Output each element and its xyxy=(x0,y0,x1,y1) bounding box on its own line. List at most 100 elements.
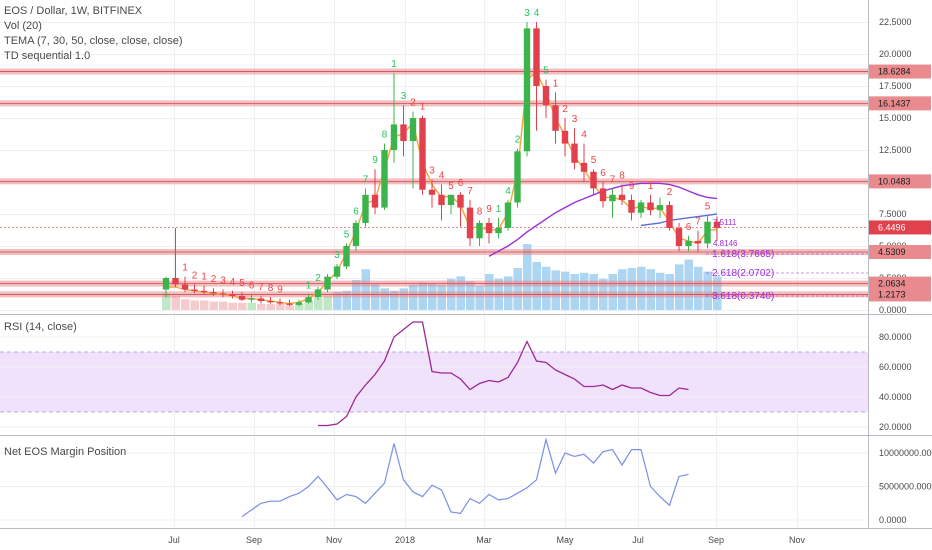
td-count-label: 2 xyxy=(562,104,568,115)
candle-body xyxy=(428,189,436,195)
candle-body xyxy=(447,194,455,206)
volume-bar xyxy=(399,288,408,310)
level-price-label: 2.0634 xyxy=(878,279,906,289)
candle-body xyxy=(352,222,360,246)
td-count-label: 5 xyxy=(344,229,350,240)
td-count-label: 8 xyxy=(619,171,625,182)
legend-tema: TEMA (7, 30, 50, close, close, close) xyxy=(4,35,183,47)
candle-body xyxy=(333,266,341,277)
time-tick-label: Jul xyxy=(168,535,180,545)
candle-body xyxy=(590,171,597,189)
td-count-label: 7 xyxy=(695,217,701,228)
td-count-label: 1 xyxy=(420,101,426,112)
time-tick-label: Nov xyxy=(789,535,806,545)
time-axis[interactable]: Jul Sep Nov 2018 Mar May Jul Sep Nov xyxy=(168,535,805,545)
candle-body xyxy=(409,118,417,142)
candle-body xyxy=(286,303,293,305)
candle-body xyxy=(561,130,569,144)
candle-body xyxy=(514,151,521,203)
fib-labels: 1.618(3.7665) 2.618(2.0702) 3.618(0.3740) 7… xyxy=(706,218,868,302)
time-tick-label: May xyxy=(556,535,574,545)
volume-bar xyxy=(627,268,636,310)
volume-bar xyxy=(380,288,389,310)
candle-body xyxy=(647,202,654,211)
td-count-label: 4 xyxy=(230,277,236,288)
rsi-pane[interactable] xyxy=(0,316,868,435)
td-count-label: 3 xyxy=(572,114,578,125)
td-count-label: 2 xyxy=(410,98,416,109)
td-count-label: 4 xyxy=(581,130,587,141)
td-count-label: 3 xyxy=(334,250,340,261)
td-count-label: 1 xyxy=(201,272,207,283)
time-tick-label: Mar xyxy=(476,535,492,545)
candle-body xyxy=(457,194,464,208)
rsi-grid xyxy=(0,316,868,435)
td-count-label: 3 xyxy=(429,165,435,176)
candle-body xyxy=(685,240,692,246)
fib-label: 2.618(2.0702) xyxy=(712,268,774,279)
volume-bar xyxy=(228,302,237,310)
candle-body xyxy=(618,194,626,200)
rsi-tick-label: 80.0000 xyxy=(879,332,912,342)
candle-body xyxy=(257,298,265,302)
pane-separators xyxy=(0,0,932,529)
level-price-tag xyxy=(869,96,931,111)
volume-bar xyxy=(304,300,313,310)
volume-bar xyxy=(323,295,332,310)
td-count-label: 1 xyxy=(496,204,502,215)
rsi-axis[interactable]: 80.0000 60.0000 40.0000 20.0000 xyxy=(879,332,912,432)
td-count-label: 3 xyxy=(524,8,530,19)
volume-bar xyxy=(257,304,266,310)
td-count-label: 2 xyxy=(315,273,321,284)
td-count-label: 4 xyxy=(505,186,511,197)
candle-body xyxy=(295,302,303,305)
candle-body xyxy=(495,228,502,234)
margin-axis[interactable]: 10000000.0000 5000000.0000 0.0000 xyxy=(879,448,932,525)
price-tick-label: 15.0000 xyxy=(879,113,912,123)
candle-body xyxy=(694,240,702,244)
td-count-label: 9 xyxy=(629,181,635,192)
legend-volume: Vol (20) xyxy=(4,20,42,32)
candle-body xyxy=(162,278,170,290)
rsi-line-path xyxy=(318,321,689,427)
volume-bar xyxy=(171,295,180,310)
td-count-label: 9 xyxy=(486,204,492,215)
legend-td-sequential: TD sequential 1.0 xyxy=(4,50,90,62)
td-count-label: 7 xyxy=(363,174,369,185)
candle-body xyxy=(523,28,531,152)
price-axis[interactable]: 22.500020.000017.500015.000012.500010.00… xyxy=(869,17,931,315)
volume-bar xyxy=(656,272,665,310)
td-count-label: 2 xyxy=(667,187,673,198)
candle-body xyxy=(713,221,721,229)
volume-bar xyxy=(200,300,209,310)
candle-body xyxy=(675,228,683,246)
candle-body xyxy=(343,246,350,267)
td-count-label: 5 xyxy=(591,155,597,166)
td-count-label: 1 xyxy=(648,181,654,192)
td-count-label: 1 xyxy=(182,263,188,274)
volume-bar xyxy=(295,304,304,310)
rsi-band xyxy=(0,352,868,412)
candle-body xyxy=(542,86,550,106)
level-price-tag xyxy=(869,64,931,79)
candle-body xyxy=(362,194,369,223)
level-price-label: 1.2173 xyxy=(878,289,906,299)
last-price-label: 6.4496 xyxy=(878,222,906,232)
fib-label: 3.618(0.3740) xyxy=(712,291,774,302)
td-count-label: 5 xyxy=(543,66,549,77)
td-count-label: 8 xyxy=(477,206,483,217)
margin-line xyxy=(241,437,689,518)
time-tick-label: Sep xyxy=(246,535,262,545)
candle-body xyxy=(533,28,540,86)
candle-body xyxy=(390,124,398,150)
price-tick-label: 22.5000 xyxy=(879,17,912,27)
td-count-label: 2 xyxy=(515,135,521,146)
volume-bar xyxy=(618,269,627,310)
volume-bar xyxy=(181,299,190,310)
candle-body xyxy=(400,124,407,142)
margin-pane[interactable] xyxy=(0,437,868,528)
volume-bar xyxy=(190,300,199,310)
td-count-label: 7 xyxy=(610,174,616,185)
